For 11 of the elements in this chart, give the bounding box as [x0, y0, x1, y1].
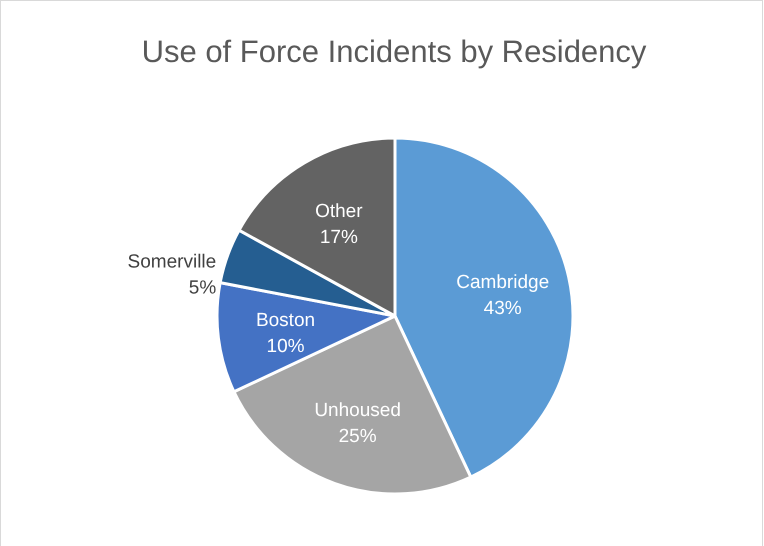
slice-label: Cambridge [456, 272, 550, 293]
slice-label: Unhoused [314, 400, 401, 421]
slice-label: Somerville [128, 252, 216, 273]
chart-title: Use of Force Incidents by Residency [142, 34, 647, 69]
data-label: 10% [266, 336, 305, 357]
slice-label: Boston [256, 310, 316, 331]
data-label: 17% [320, 227, 358, 248]
data-label: 5% [188, 278, 216, 299]
slice-label: Other [315, 201, 364, 222]
data-label: 25% [338, 426, 377, 447]
data-label: 43% [484, 298, 522, 319]
